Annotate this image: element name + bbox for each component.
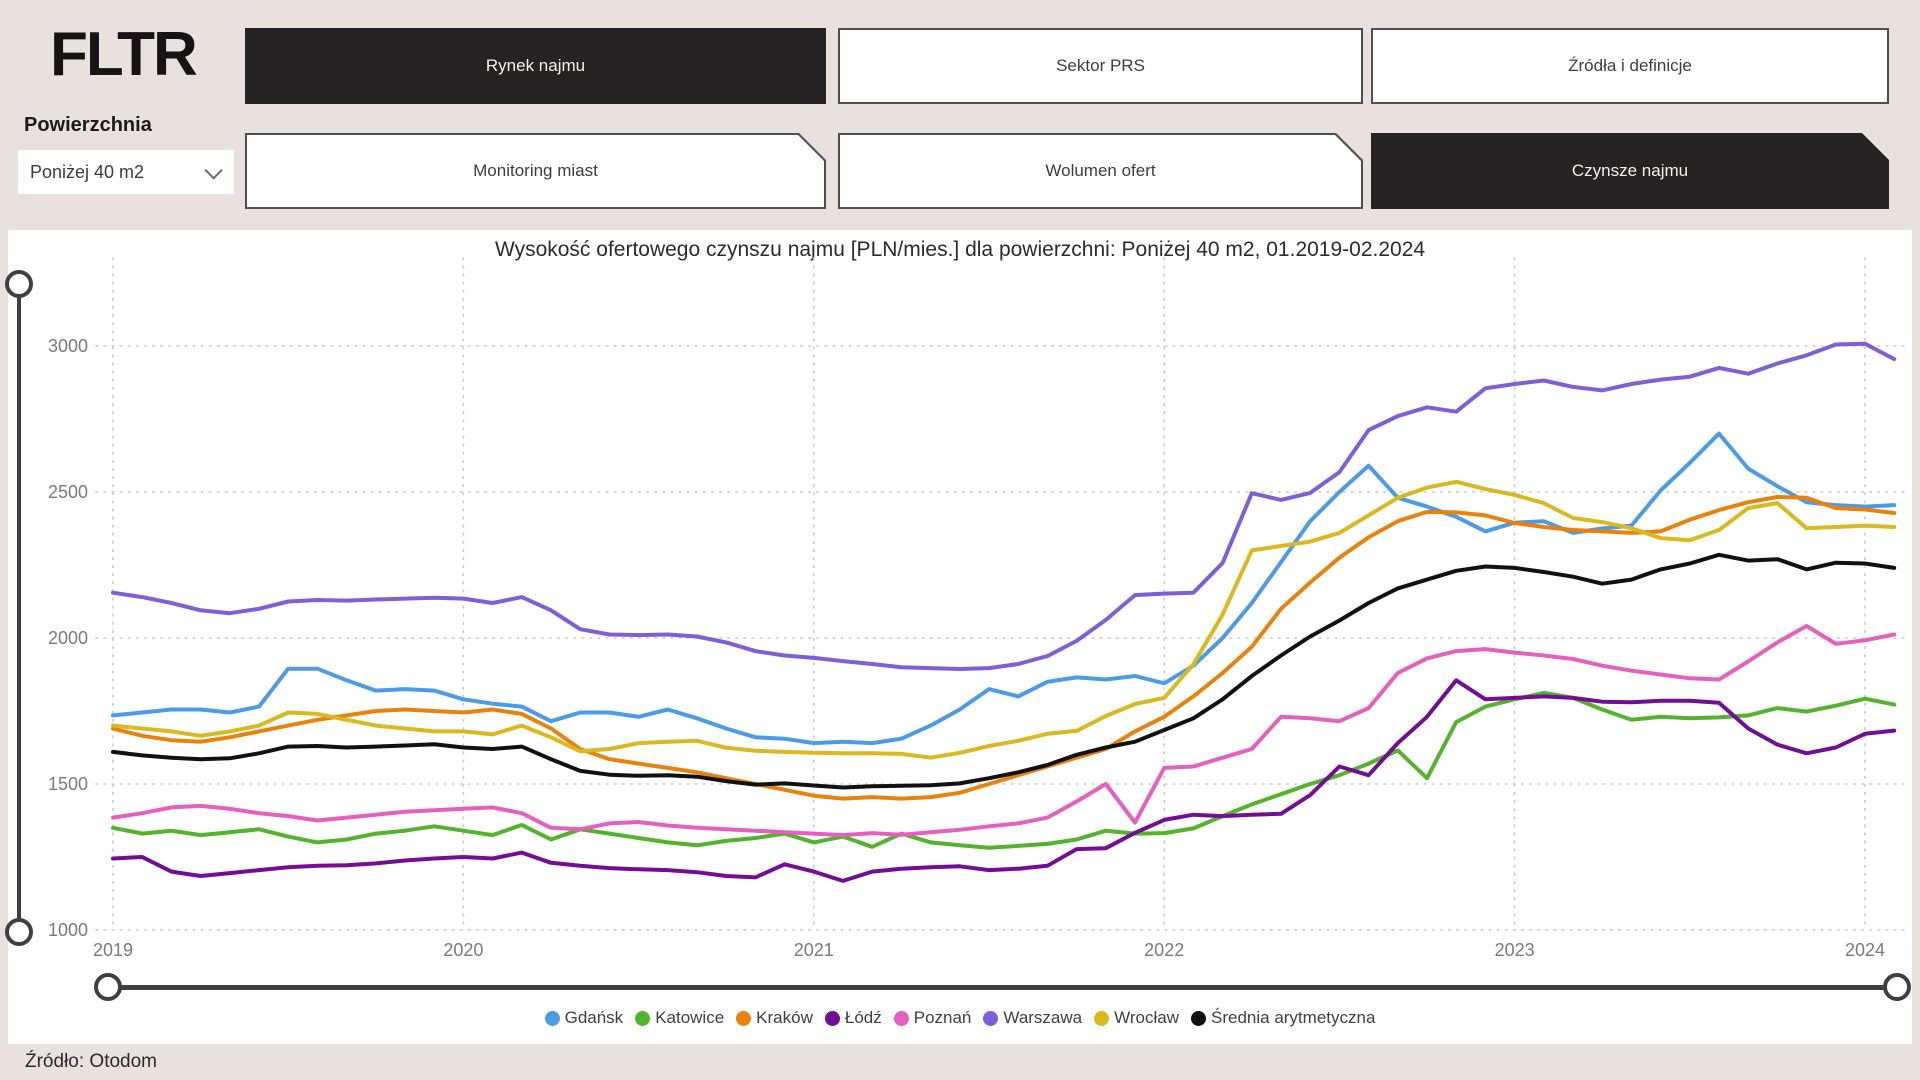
legend-item-gdansk[interactable]: Gdańsk: [544, 1008, 624, 1028]
chart-title: Wysokość ofertowego czynszu najmu [PLN/m…: [494, 238, 1426, 261]
x-axis-tick: 2024: [1845, 940, 1885, 960]
y-axis-tick: 2500: [48, 482, 88, 502]
legend-dot-warszawa: [983, 1010, 999, 1026]
legend-dot-gdansk: [544, 1010, 560, 1026]
tab-czynsze-najmu[interactable]: Czynsze najmu: [1371, 133, 1889, 209]
nav-label: Sektor PRS: [1056, 56, 1145, 75]
x-axis-tick: 2023: [1495, 940, 1535, 960]
nav-sektor-prs[interactable]: Sektor PRS: [838, 28, 1363, 104]
app-logo: FLTR: [50, 20, 198, 89]
legend-item-warszawa[interactable]: Warszawa: [983, 1008, 1082, 1028]
tab-face: [1373, 135, 1887, 207]
legend-dot-poznan: [893, 1010, 909, 1026]
tab-face: [840, 135, 1361, 207]
legend-dot-krakow: [736, 1010, 752, 1026]
x-axis-tick: 2022: [1144, 940, 1184, 960]
legend-item-katowice[interactable]: Katowice: [635, 1008, 724, 1028]
legend-label: Poznań: [913, 1008, 972, 1027]
series-line-warszawa: [111, 341, 1897, 671]
legend-label: Wrocław: [1114, 1008, 1179, 1027]
x-range-slider-handle-right[interactable]: [1883, 973, 1911, 1001]
legend-label: Katowice: [655, 1008, 725, 1027]
axis-labels: 1000 1500 2000 2500 3000 2019 2020 2021 2022 2023…: [48, 336, 1885, 960]
series-line-srednia: [111, 552, 1897, 790]
x-range-slider-track[interactable]: [107, 985, 1898, 990]
legend-item-wroclaw[interactable]: Wrocław: [1094, 1008, 1179, 1028]
legend-label: Kraków: [756, 1008, 813, 1027]
legend-item-srednia[interactable]: Średnia arytmetyczna: [1191, 1008, 1375, 1028]
tab-label: Czynsze najmu: [1571, 161, 1689, 180]
x-axis-tick: 2020: [443, 940, 483, 960]
x-range-slider[interactable]: [94, 973, 1911, 1001]
y-range-slider-handle-top[interactable]: [5, 270, 33, 298]
legend-item-krakow[interactable]: Kraków: [736, 1008, 813, 1028]
legend-label: Gdańsk: [564, 1008, 624, 1027]
series-line-krakow: [111, 495, 1897, 801]
x-range-slider-handle-left[interactable]: [94, 973, 122, 1001]
y-axis-tick: 1000: [48, 920, 88, 940]
series-line-gdansk: [111, 431, 1897, 746]
footer: Źródło: Otodom: [0, 1044, 1920, 1080]
legend-dot-lodz: [824, 1010, 840, 1026]
nav-label: Źródła i definicje: [1568, 56, 1692, 75]
legend-label: Łódź: [844, 1008, 882, 1027]
y-range-slider[interactable]: [5, 270, 33, 946]
chart-panel: Wysokość ofertowego czynszu najmu [PLN/m…: [8, 230, 1912, 1044]
chevron-down-icon: [204, 160, 223, 180]
nav-rynek-najmu[interactable]: Rynek najmu: [245, 28, 826, 104]
line-chart: 1000 1500 2000 2500 3000 2019 2020 2021 2022 2023…: [48, 257, 1906, 960]
legend-item-lodz[interactable]: Łódź: [824, 1008, 882, 1028]
series-line-wroclaw: [111, 479, 1897, 760]
filter-label: Powierzchnia: [24, 114, 152, 136]
chart-legend: Gdańsk Katowice Kraków Łódź Poznań Warszawa Wr…: [8, 1008, 1912, 1028]
y-axis-tick: 1500: [48, 774, 88, 794]
series-line-katowice: [111, 690, 1897, 850]
y-range-slider-track[interactable]: [17, 283, 21, 933]
y-range-slider-handle-bottom[interactable]: [5, 918, 33, 946]
series-line-lodz: [111, 678, 1897, 883]
area-filter-value: Poniżej 40 m2: [30, 161, 145, 182]
legend-dot-srednia: [1191, 1010, 1206, 1026]
legend-label: Warszawa: [1003, 1008, 1083, 1027]
nav-label: Rynek najmu: [485, 56, 586, 75]
source-note: Źródło: Otodom: [25, 1051, 157, 1072]
gridlines: [95, 257, 1906, 931]
y-axis-tick: 2000: [48, 628, 88, 648]
tab-monitoring-miast[interactable]: Monitoring miast: [245, 133, 826, 209]
legend-dot-wroclaw: [1094, 1010, 1110, 1026]
legend-label: Średnia arytmetyczna: [1211, 1008, 1376, 1027]
tab-face: [247, 135, 824, 207]
legend-dot-katowice: [635, 1010, 651, 1026]
tab-label: Wolumen ofert: [1045, 161, 1156, 180]
x-axis-tick: 2019: [93, 940, 133, 960]
area-filter-dropdown[interactable]: Poniżej 40 m2: [18, 150, 234, 194]
tab-label: Monitoring miast: [473, 161, 598, 180]
y-axis-tick: 3000: [48, 336, 88, 356]
legend-item-poznan[interactable]: Poznań: [893, 1008, 972, 1028]
tab-wolumen-ofert[interactable]: Wolumen ofert: [838, 133, 1363, 209]
x-axis-tick: 2021: [794, 940, 834, 960]
nav-zrodla-definicje[interactable]: Źródła i definicje: [1371, 28, 1889, 104]
series-line-poznan: [111, 624, 1897, 838]
